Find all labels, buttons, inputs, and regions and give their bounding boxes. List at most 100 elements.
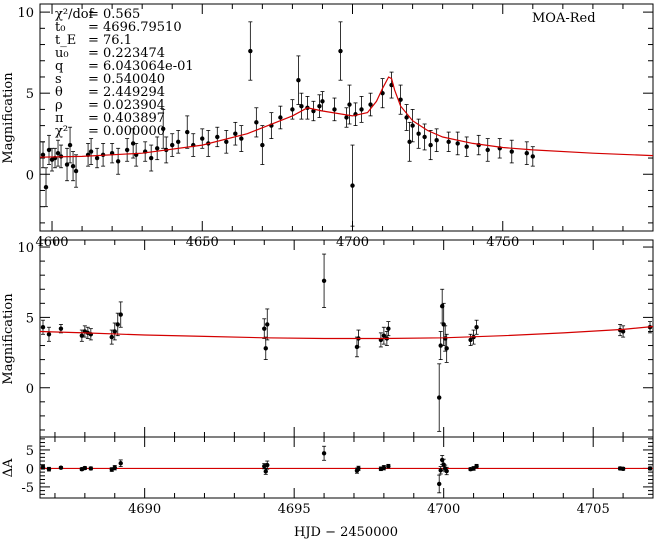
top-data-point — [524, 150, 529, 156]
dataset-label: MOA-Red — [532, 11, 596, 26]
fit-parameter-value: = 2.449294 — [88, 85, 165, 100]
res-data-point — [381, 465, 387, 470]
res-data-point — [438, 468, 443, 473]
top-data-point — [88, 149, 94, 154]
top-data-point — [344, 115, 349, 120]
top-data-point — [55, 150, 61, 156]
mid-data-point — [265, 322, 270, 327]
mid-data-point — [468, 337, 473, 343]
top-ytick-label: 0 — [26, 168, 34, 183]
top-data-point — [94, 155, 100, 161]
top-xtick-label: 4700 — [336, 235, 369, 250]
top-data-point — [428, 142, 433, 148]
top-data-point — [446, 139, 451, 145]
fit-parameters: χ²/dof= 0.565 t₀ = 4696.79510 t_E = 76.1 u₀ = … — [55, 7, 194, 139]
top-data-point — [215, 134, 220, 140]
top-data-point — [332, 107, 337, 112]
res-data-point — [356, 466, 361, 471]
top-data-point — [43, 185, 49, 190]
fit-parameter-value: = 0.540040 — [88, 72, 165, 87]
res-data-point — [46, 466, 52, 472]
res-ytick-label: 0 — [26, 462, 34, 477]
top-data-point — [398, 97, 403, 102]
top-ytick-label: 5 — [26, 87, 34, 102]
mid-data-point — [620, 329, 626, 334]
top-data-point — [338, 48, 343, 54]
fit-parameter-name: t_E — [55, 33, 76, 48]
middle-panel: 0 5 10 Magnification — [1, 239, 654, 438]
fit-parameter-name: χ²/dof — [55, 7, 95, 22]
fit-parameter-name: u₀ — [55, 46, 69, 61]
top-data-point — [154, 146, 160, 151]
res-data-point — [444, 468, 449, 474]
top-data-point — [260, 142, 265, 148]
top-data-point — [359, 107, 364, 112]
top-data-point — [347, 102, 352, 107]
top-ytick-label: 10 — [17, 6, 34, 21]
top-data-point — [248, 48, 253, 54]
res-xtick-label: 4705 — [577, 502, 610, 517]
mid-data-point — [474, 325, 479, 330]
top-data-point — [46, 147, 52, 153]
mid-data-point — [321, 278, 327, 284]
top-data-point — [320, 99, 325, 104]
mid-data-point — [381, 333, 387, 338]
res-data-point — [436, 481, 442, 487]
top-xtick-label: 4600 — [35, 235, 68, 250]
res-ytick-label: 5 — [26, 444, 34, 459]
residual-panel-frame — [39, 436, 654, 499]
top-data-point — [350, 183, 355, 188]
mid-data-point — [109, 334, 114, 340]
top-data-point — [434, 138, 439, 143]
top-data-point — [530, 154, 536, 159]
top-data-point — [410, 123, 415, 128]
top-model-curve — [39, 76, 654, 158]
res-data-point — [88, 466, 94, 471]
top-xtick-label: 4650 — [186, 235, 219, 250]
res-xtick-label: 4690 — [128, 502, 161, 517]
mid-data-point — [438, 343, 443, 348]
top-data-point — [70, 163, 76, 169]
fit-parameter-name: t₀ — [55, 20, 65, 35]
top-data-point — [73, 168, 79, 174]
top-data-point — [176, 139, 181, 145]
top-data-point — [509, 149, 514, 154]
top-data-point — [404, 115, 409, 120]
top-data-point — [368, 102, 373, 107]
middle-ylabel: Magnification — [1, 293, 16, 385]
top-data-point — [416, 131, 421, 136]
fit-parameter-value: = 0.023904 — [88, 98, 165, 113]
top-data-point — [239, 136, 244, 141]
mid-data-point — [262, 326, 267, 331]
top-data-point — [422, 134, 427, 140]
top-data-point — [464, 144, 469, 149]
res-data-point — [265, 462, 270, 468]
top-data-point — [407, 139, 412, 145]
fit-parameter-name: θ — [55, 85, 63, 100]
res-data-point — [474, 464, 479, 469]
top-xtick-label: 4750 — [486, 235, 519, 250]
top-data-point — [224, 139, 229, 145]
res-data-point — [263, 469, 268, 474]
residual-panel: -5 0 5 4690 4695 4700 4705 ΔA HJD − 2450000 — [1, 436, 654, 540]
res-xtick-label: 4700 — [427, 502, 460, 517]
top-data-point — [299, 103, 304, 109]
mid-data-point — [263, 346, 268, 351]
fit-parameter-name: π — [55, 111, 64, 126]
fit-parameter-name: χ² — [55, 124, 68, 139]
top-data-point — [233, 131, 238, 136]
fit-parameter-value: = 0.403897 — [88, 111, 165, 126]
fit-parameter-value: = 6.043064e-01 — [88, 59, 194, 74]
top-ylabel: Magnification — [1, 72, 16, 164]
res-data-point — [386, 464, 391, 469]
top-data-point — [64, 162, 70, 167]
fit-parameter-value: = 0.000000 — [88, 124, 165, 139]
middle-model-curve — [39, 325, 654, 340]
top-panel-frame — [39, 3, 654, 232]
res-data-point — [58, 465, 64, 470]
mid-data-point — [40, 325, 46, 330]
residual-ylabel: ΔA — [1, 458, 16, 477]
top-data-point — [40, 152, 46, 157]
